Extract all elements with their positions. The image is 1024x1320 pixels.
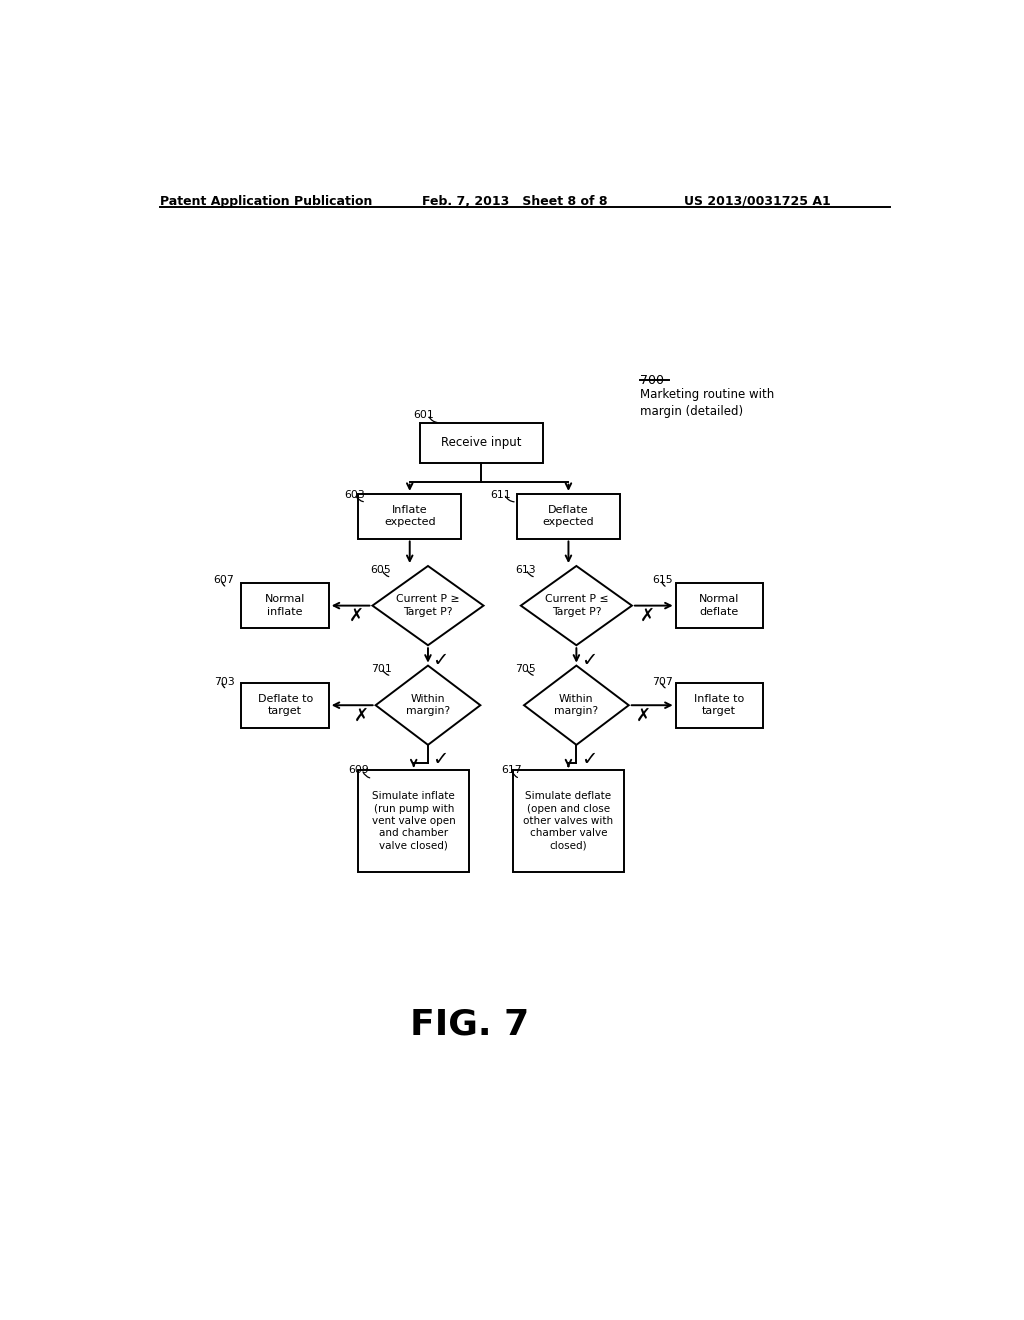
Text: Within
margin?: Within margin?: [406, 694, 450, 717]
Text: 705: 705: [515, 664, 536, 673]
FancyBboxPatch shape: [242, 583, 329, 628]
FancyArrowPatch shape: [662, 582, 666, 586]
FancyArrowPatch shape: [662, 684, 666, 688]
FancyBboxPatch shape: [676, 583, 763, 628]
FancyBboxPatch shape: [517, 494, 621, 539]
FancyArrowPatch shape: [429, 417, 437, 422]
Text: 605: 605: [370, 565, 391, 576]
Text: ✓: ✓: [432, 750, 449, 768]
Text: 613: 613: [515, 565, 536, 576]
Text: Receive input: Receive input: [441, 437, 521, 450]
Text: Inflate
expected: Inflate expected: [384, 506, 435, 528]
Polygon shape: [376, 665, 480, 744]
Text: ✓: ✓: [581, 750, 597, 768]
Text: Inflate to
target: Inflate to target: [694, 694, 744, 717]
Text: Simulate deflate
(open and close
other valves with
chamber valve
closed): Simulate deflate (open and close other v…: [523, 791, 613, 851]
FancyArrowPatch shape: [383, 671, 389, 676]
Text: Normal
inflate: Normal inflate: [265, 594, 305, 616]
FancyBboxPatch shape: [358, 494, 461, 539]
FancyArrowPatch shape: [513, 772, 517, 777]
FancyArrowPatch shape: [356, 496, 364, 502]
FancyArrowPatch shape: [527, 572, 534, 577]
Text: Marketing routine with
margin (detailed): Marketing routine with margin (detailed): [640, 388, 774, 418]
Text: Within
margin?: Within margin?: [554, 694, 598, 717]
Text: 603: 603: [344, 490, 365, 500]
FancyBboxPatch shape: [676, 682, 763, 727]
Text: Current P ≤
Target P?: Current P ≤ Target P?: [545, 594, 608, 616]
Polygon shape: [524, 665, 629, 744]
Text: Current P ≥
Target P?: Current P ≥ Target P?: [396, 594, 460, 616]
FancyArrowPatch shape: [222, 582, 224, 586]
Text: US 2013/0031725 A1: US 2013/0031725 A1: [684, 195, 830, 209]
Text: Feb. 7, 2013   Sheet 8 of 8: Feb. 7, 2013 Sheet 8 of 8: [422, 195, 607, 209]
Text: Patent Application Publication: Patent Application Publication: [160, 195, 372, 209]
Text: 607: 607: [214, 576, 234, 585]
Text: ✗: ✗: [353, 706, 369, 725]
Text: FIG. 7: FIG. 7: [410, 1007, 528, 1041]
Text: 609: 609: [348, 766, 370, 775]
Text: 701: 701: [371, 664, 391, 673]
Polygon shape: [521, 566, 632, 645]
FancyBboxPatch shape: [358, 771, 469, 873]
Polygon shape: [373, 566, 483, 645]
Text: ✗: ✗: [640, 607, 655, 624]
FancyArrowPatch shape: [527, 671, 534, 676]
Text: 601: 601: [414, 411, 434, 421]
Text: 617: 617: [501, 766, 521, 775]
Text: 615: 615: [652, 576, 673, 585]
Text: ✗: ✗: [349, 607, 365, 624]
Text: 707: 707: [652, 677, 673, 686]
Text: ✗: ✗: [636, 706, 650, 725]
Text: Deflate
expected: Deflate expected: [543, 506, 594, 528]
Text: 611: 611: [490, 490, 511, 500]
Text: Deflate to
target: Deflate to target: [257, 694, 312, 717]
FancyArrowPatch shape: [383, 572, 389, 577]
FancyArrowPatch shape: [506, 496, 514, 502]
Text: Simulate inflate
(run pump with
vent valve open
and chamber
valve closed): Simulate inflate (run pump with vent val…: [372, 791, 456, 851]
Text: Normal
deflate: Normal deflate: [699, 594, 739, 616]
FancyArrowPatch shape: [362, 772, 370, 777]
FancyBboxPatch shape: [420, 422, 543, 463]
FancyBboxPatch shape: [513, 771, 624, 873]
FancyArrowPatch shape: [222, 684, 224, 688]
FancyBboxPatch shape: [242, 682, 329, 727]
Text: ✓: ✓: [581, 651, 597, 671]
Text: 703: 703: [214, 677, 234, 686]
Text: 700: 700: [640, 374, 664, 387]
Text: ✓: ✓: [432, 651, 449, 671]
